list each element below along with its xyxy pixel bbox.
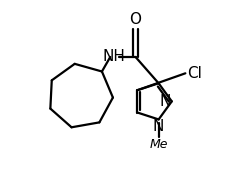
Text: Me: Me bbox=[149, 138, 168, 151]
Text: N: N bbox=[153, 119, 164, 134]
Text: O: O bbox=[130, 12, 142, 27]
Text: NH: NH bbox=[102, 49, 125, 64]
Text: Cl: Cl bbox=[187, 66, 202, 81]
Text: N: N bbox=[160, 94, 171, 109]
